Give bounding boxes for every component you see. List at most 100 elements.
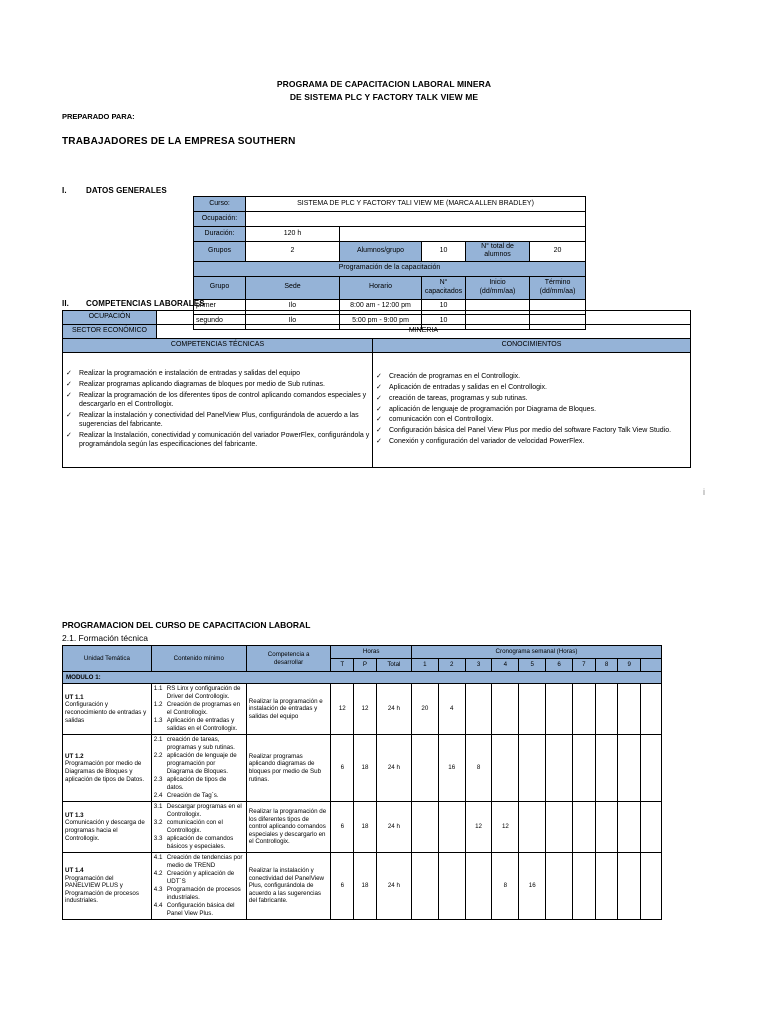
competencias-list: Realizar la programación e instalación d… [65, 369, 370, 449]
week-5-cell: 16 [518, 852, 547, 920]
item-text: aplicación de lenguaje de programación p… [166, 752, 237, 775]
week-9-cell [617, 852, 642, 920]
col-week-9: 9 [617, 658, 642, 672]
unidad-tematica-cell: UT 1.1 Configuración y reconocimiento de… [62, 683, 152, 735]
week-3-cell [464, 683, 493, 735]
week-6-cell [545, 734, 573, 802]
week-6-cell [545, 852, 573, 920]
list-item: 1.1 RS Linx y configuración de Driver del… [154, 685, 244, 701]
list-item: 4.1 Creación de tendencias por medio de T… [154, 854, 244, 870]
section-1-heading: I. DATOS GENERALES [62, 186, 167, 195]
item-text: RS Linx y configuración de Driver del Co… [166, 685, 241, 700]
item-number: 3.3 [153, 835, 163, 842]
item-text: Programación de procesos industriales. [166, 886, 241, 901]
item-number: 1.3 [153, 717, 163, 724]
list-item: aplicación de lenguaje de programación p… [375, 405, 688, 414]
list-item: creación de tareas, programas y sub ruti… [375, 394, 688, 403]
table-row: Curso: SISTEMA DE PLC Y FACTORY TALI VIE… [193, 196, 587, 212]
list-item: 4.4 Configuración básica del Panel View P… [154, 902, 244, 918]
col-grupo: Grupo [193, 275, 246, 300]
company-name: TRABAJADORES DE LA EMPRESA SOUTHERN [62, 136, 296, 147]
table-header-row: COMPETENCIAS TÉCNICAS CONOCIMIENTOS [62, 338, 691, 353]
conocimientos-list: Creación de programas en el Controllogix… [375, 372, 688, 446]
item-number: 2.2 [153, 752, 163, 759]
week-3-cell: 8 [464, 734, 493, 802]
table-row: UT 1.2 Programación por medio de Diagram… [62, 734, 662, 802]
contenido-list: 4.1 Creación de tendencias por medio de T… [154, 854, 244, 918]
ocupacion-label: Ocupación: [193, 211, 246, 227]
sector-economico-value: MINERIA [156, 324, 691, 339]
col-competencia-line1: Competencia a [267, 650, 310, 658]
table-row: Realizar la programación e instalación d… [62, 352, 691, 468]
item-number: 4.3 [153, 886, 163, 893]
horas-t-cell: 6 [330, 852, 355, 920]
col-competencias-tecnicas: COMPETENCIAS TÉCNICAS [62, 338, 373, 353]
list-item: 2.2 aplicación de lenguaje de programació… [154, 752, 244, 775]
duracion-value: 120 h [245, 226, 340, 242]
contenido-minimo-cell: 3.1 Descargar programas en el Controllogi… [150, 801, 247, 853]
week-4-cell: 12 [491, 801, 520, 853]
horas-total-cell: 24 h [375, 852, 412, 920]
section-1-number: I. [62, 186, 67, 195]
horas-total-cell: 24 h [375, 801, 412, 853]
ocupacion-value [156, 310, 691, 325]
col-week-2: 2 [437, 658, 466, 672]
ut-code: UT 1.3 [65, 811, 84, 819]
grupos-label: Grupos [193, 241, 246, 262]
col-week-4: 4 [491, 658, 520, 672]
table-header-row: Unidad Temática Contenido mínimo Compete… [62, 645, 663, 672]
contenido-minimo-cell: 2.1 creación de tareas, programas y sub r… [150, 734, 247, 802]
competencias-laborales-table: OCUPACIÓN SECTOR ECONÓMICO MINERIA COMPE… [62, 310, 691, 468]
col-competencia-line2: desarrollar [273, 658, 304, 666]
section-2-heading: II. COMPETENCIAS LABORALES [62, 299, 205, 308]
module-label: MODULO 1: [62, 671, 662, 684]
alumnos-grupo-value: 10 [421, 241, 466, 262]
item-number: 4.1 [153, 854, 163, 861]
contenido-list: 2.1 creación de tareas, programas y sub r… [154, 736, 244, 800]
col-termino-line1: Término [544, 279, 571, 287]
document-title-line2: DE SISTEMA PLC Y FACTORY TALK VIEW ME [289, 92, 479, 102]
list-item: 4.2 Creación y aplicación de UDT´S [154, 870, 244, 886]
item-number: 1.1 [153, 685, 163, 692]
col-horas-total: Total [375, 658, 412, 672]
col-horas-group: Horas [330, 645, 412, 659]
week-4-cell: 8 [491, 852, 520, 920]
item-text: Creación de tendencias por medio de TREN… [166, 854, 243, 869]
horas-p-cell: 18 [353, 734, 377, 802]
week-2-cell [437, 852, 466, 920]
week-7-cell [572, 852, 596, 920]
col-week-10 [640, 658, 662, 672]
col-horas-t: T [330, 658, 355, 672]
prepared-for-label: PREPARADO PARA: [62, 112, 135, 121]
table-row: Duración: 120 h [193, 226, 587, 242]
horas-t-cell: 6 [330, 734, 355, 802]
col-week-5: 5 [518, 658, 547, 672]
week-10-cell [640, 734, 662, 802]
week-1-cell [410, 734, 439, 802]
table-row: UT 1.4 Programación del PANELVIEW PLUS y… [62, 852, 662, 920]
item-number: 4.4 [153, 902, 163, 909]
col-sede: Sede [245, 275, 340, 300]
week-10-cell [640, 852, 662, 920]
ut-code: UT 1.4 [65, 867, 84, 875]
col-contenido-minimo: Contenido mínimo [150, 645, 247, 672]
list-item: 2.4 Creación de Tag´s. [154, 792, 244, 800]
list-item: Creación de programas en el Controllogix… [375, 372, 688, 381]
list-item: 3.1 Descargar programas en el Controllogi… [154, 803, 244, 819]
week-9-cell [617, 734, 642, 802]
table-row: UT 1.1 Configuración y reconocimiento de… [62, 683, 662, 735]
col-termino: Término (dd/mm/aa) [528, 275, 587, 300]
list-item: Realizar programas aplicando diagramas d… [65, 380, 370, 389]
sector-economico-label: SECTOR ECONÓMICO [62, 324, 157, 339]
item-text: Creación de programas en el Controllogix… [166, 701, 241, 716]
alumnos-grupo-label: Alumnos/grupo [339, 241, 422, 262]
week-8-cell [594, 683, 619, 735]
week-7-cell [572, 683, 596, 735]
horas-p-cell: 18 [353, 852, 377, 920]
week-3-cell [464, 852, 493, 920]
col-week-3: 3 [464, 658, 493, 672]
item-text: creación de tareas, programas y sub ruti… [166, 736, 235, 751]
item-number: 3.1 [153, 803, 163, 810]
section-2-number: II. [62, 299, 69, 308]
programacion-curso-table: Unidad Temática Contenido mínimo Compete… [62, 645, 663, 920]
